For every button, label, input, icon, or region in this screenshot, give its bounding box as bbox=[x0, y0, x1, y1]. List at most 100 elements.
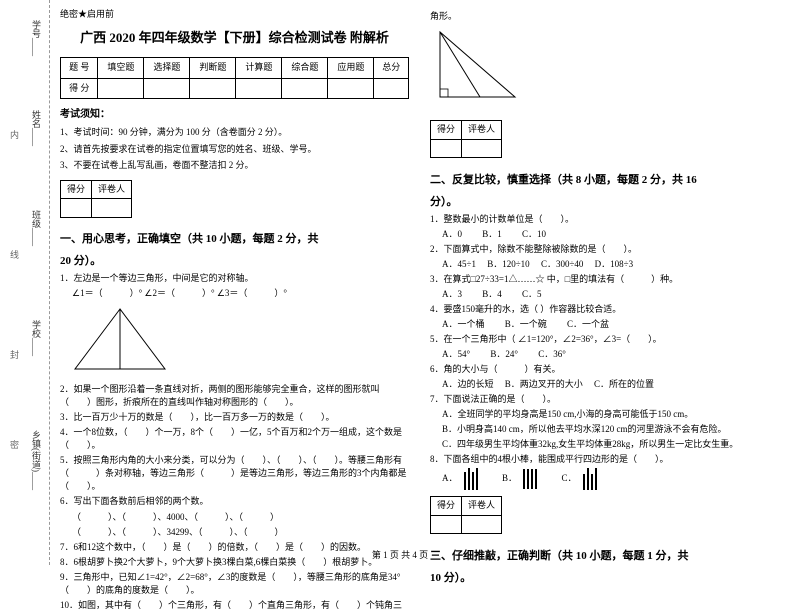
cell bbox=[431, 139, 462, 158]
section-2-header: 二、反复比较，慎重选择（共 8 小题，每题 2 分，共 16 bbox=[430, 172, 780, 189]
exam-page: 学号____ 姓名____ 班级____ 学校____ 乡镇(街道)____ 内… bbox=[0, 0, 800, 565]
question: 5．在一个三角形中（ ∠1=120°，∠2=36°，∠3=（ ）。 bbox=[430, 333, 780, 346]
triangle-figure-1 bbox=[60, 304, 409, 379]
question-cont: 角形。 bbox=[430, 10, 780, 23]
cell: 题 号 bbox=[61, 58, 98, 79]
question: 4．要盛150毫升的水，选（ ）作容器比较合适。 bbox=[430, 303, 780, 316]
page-footer: 第 1 页 共 4 页 bbox=[0, 548, 800, 561]
opt-label: B． bbox=[502, 473, 517, 483]
opt: A．边的长短 bbox=[442, 379, 494, 389]
opt: B．4 bbox=[482, 289, 502, 299]
question: 1．整数最小的计数单位是（ ）。 bbox=[430, 213, 780, 226]
opt-label: C． bbox=[562, 473, 577, 483]
question: 5．按照三角形内角的大小来分类，可以分为（ ）、（ ）、（ ）。等腰三角形有（ … bbox=[60, 454, 409, 493]
question: 6．角的大小与（ ）有关。 bbox=[430, 363, 780, 376]
cell: 应用题 bbox=[328, 58, 374, 79]
cell bbox=[462, 139, 502, 158]
opt: C．36° bbox=[538, 349, 566, 359]
scorer-box: 得分评卷人 bbox=[60, 180, 132, 218]
question: 2．如果一个图形沿着一条直线对折，两侧的图形能够完全重合，这样的图形就叫（ ）图… bbox=[60, 383, 409, 409]
section-1-header: 一、用心思考，正确填空（共 10 小题，每题 2 分，共 bbox=[60, 231, 409, 248]
opt: B．两边叉开的大小 bbox=[505, 379, 583, 389]
sticks-icon bbox=[523, 469, 537, 489]
section-title: 一、用心思考，正确填空（共 10 小题，每题 2 分，共 bbox=[60, 233, 319, 245]
dash-label: 密 bbox=[8, 440, 21, 449]
options: A．边的长短 B．两边叉开的大小 C．所在的位置 bbox=[442, 378, 780, 391]
cell bbox=[61, 199, 92, 218]
question-sub: （ ）、（ ）、4000、（ ）、（ ） bbox=[72, 511, 409, 524]
question: 2．下面算式中，除数不能整除被除数的是（ ）。 bbox=[430, 243, 780, 256]
cell bbox=[328, 78, 374, 99]
section-title-cont: 分）。 bbox=[430, 196, 458, 208]
dash-label: 线 bbox=[8, 250, 21, 259]
exam-title: 广西 2020 年四年级数学【下册】综合检测试卷 附解析 bbox=[60, 28, 409, 48]
notice-item: 3、不要在试卷上乱写乱画，卷面不整洁扣 2 分。 bbox=[60, 159, 409, 173]
opt: B．120÷10 bbox=[487, 259, 529, 269]
opt: C．所在的位置 bbox=[594, 379, 654, 389]
binding-label: 学校____ bbox=[30, 320, 43, 356]
section-title-cont: 20 分）。 bbox=[60, 255, 101, 267]
cell: 总分 bbox=[374, 58, 409, 79]
cell bbox=[236, 78, 282, 99]
cell: 填空题 bbox=[98, 58, 144, 79]
column-right: 角形。 得分评卷人 二、反复比较，慎重选择（共 8 小题，每题 2 分，共 16… bbox=[420, 0, 790, 565]
scorer-box: 得分评卷人 bbox=[430, 120, 502, 158]
sticks-icon bbox=[464, 468, 478, 490]
cell bbox=[431, 515, 462, 534]
cell: 得分 bbox=[431, 121, 462, 140]
options: A．54° B．24° C．36° bbox=[442, 348, 780, 361]
question: 9．三角形中，已知∠1=42°，∠2=68°，∠3的度数是（ ），等腰三角形的底… bbox=[60, 571, 409, 597]
cell bbox=[462, 515, 502, 534]
opt: B．24° bbox=[490, 349, 518, 359]
cell: 得分 bbox=[431, 497, 462, 516]
cell bbox=[98, 78, 144, 99]
options: A．一个桶 B．一个碗 C．一个盆 bbox=[442, 318, 780, 331]
stick-options: A． B． C． bbox=[442, 468, 780, 490]
options: A．0 B．1 C．10 bbox=[442, 228, 780, 241]
opt: C．一个盆 bbox=[567, 319, 609, 329]
cell bbox=[92, 199, 132, 218]
section-title-cont: 10 分）。 bbox=[430, 572, 471, 584]
question: 3．比一百万少十万的数是（ ），比一百万多一万的数是（ ）。 bbox=[60, 411, 409, 424]
question: 1．左边是一个等边三角形，中间是它的对称轴。 bbox=[60, 272, 409, 285]
opt-line: A．全班同学的平均身高是150 cm,小海的身高可能低于150 cm。 bbox=[442, 408, 780, 421]
question: 7．下面说法正确的是（ ）。 bbox=[430, 393, 780, 406]
binding-label: 班级____ bbox=[30, 210, 43, 246]
cell: 综合题 bbox=[282, 58, 328, 79]
cell: 选择题 bbox=[144, 58, 190, 79]
opt: A．0 bbox=[442, 229, 462, 239]
cell: 计算题 bbox=[236, 58, 282, 79]
cell bbox=[374, 78, 409, 99]
question: 8．下面各组中的4根小棒，能围成平行四边形的是（ ）。 bbox=[430, 453, 780, 466]
binding-label: 姓名____ bbox=[30, 110, 43, 146]
options: A．3 B．4 C．5 bbox=[442, 288, 780, 301]
opt: C．5 bbox=[522, 289, 542, 299]
cell: 评卷人 bbox=[462, 121, 502, 140]
section-title: 二、反复比较，慎重选择（共 8 小题，每题 2 分，共 16 bbox=[430, 174, 697, 186]
cell bbox=[190, 78, 236, 99]
notice-title: 考试须知： bbox=[60, 107, 409, 122]
table-row: 题 号 填空题 选择题 判断题 计算题 综合题 应用题 总分 bbox=[61, 58, 409, 79]
secret-label: 绝密★启用前 bbox=[60, 8, 409, 22]
notice-item: 2、请首先按要求在试卷的指定位置填写您的姓名、班级、学号。 bbox=[60, 143, 409, 157]
opt: A．54° bbox=[442, 349, 470, 359]
cell: 得 分 bbox=[61, 78, 98, 99]
opt: C．300÷40 bbox=[541, 259, 583, 269]
table-row: 得 分 bbox=[61, 78, 409, 99]
right-triangle-icon bbox=[430, 27, 530, 107]
column-left: 绝密★启用前 广西 2020 年四年级数学【下册】综合检测试卷 附解析 题 号 … bbox=[50, 0, 420, 565]
opt: D．108÷3 bbox=[595, 259, 633, 269]
options: A．45÷1 B．120÷10 C．300÷40 D．108÷3 bbox=[442, 258, 780, 271]
question-sub: （ ）、（ ）、34299、（ ）、（ ） bbox=[72, 526, 409, 539]
cell bbox=[282, 78, 328, 99]
question: 6．写出下面各数前后相邻的两个数。 bbox=[60, 495, 409, 508]
cell: 判断题 bbox=[190, 58, 236, 79]
dash-label: 内 bbox=[8, 130, 21, 139]
triangle-figure-2 bbox=[430, 27, 780, 112]
opt: C．10 bbox=[522, 229, 546, 239]
question: 10．如图，其中有（ ）个三角形，有（ ）个直角三角形，有（ ）个钝角三 bbox=[60, 599, 409, 612]
cell bbox=[144, 78, 190, 99]
notice-item: 1、考试时间：90 分钟，满分为 100 分（含卷面分 2 分）。 bbox=[60, 126, 409, 140]
opt: B．1 bbox=[482, 229, 502, 239]
opt-label: A． bbox=[442, 473, 458, 483]
